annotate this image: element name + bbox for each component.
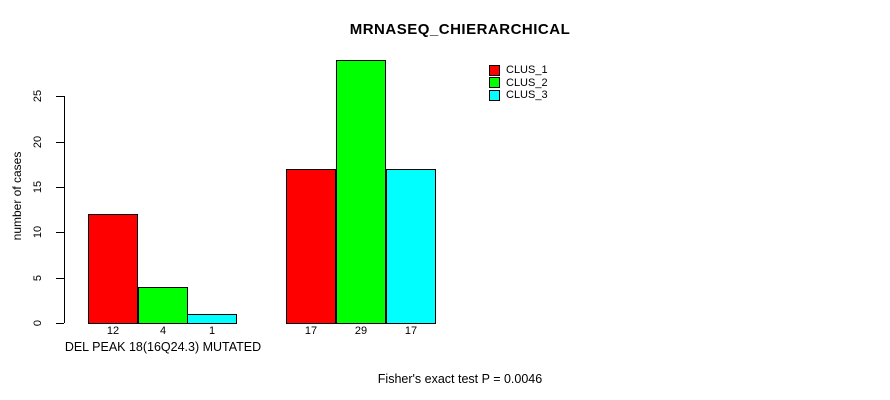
legend-row-clus_2: CLUS_2 xyxy=(489,77,548,90)
annotation-text: Fisher's exact test P = 0.0046 xyxy=(377,372,543,386)
y-axis-line xyxy=(64,96,65,323)
legend-row-clus_1: CLUS_1 xyxy=(489,64,548,77)
chart-title: MRNASEQ_CHIERARCHICAL xyxy=(349,21,571,38)
bar-clus_1-group1 xyxy=(88,214,138,324)
bar-value-label: 4 xyxy=(159,325,167,337)
y-tick-mark xyxy=(56,187,64,188)
bar-value-label: 17 xyxy=(304,325,318,337)
legend-row-clus_3: CLUS_3 xyxy=(489,89,548,102)
legend-swatch-clus_1 xyxy=(489,64,500,76)
y-tick-label: 5 xyxy=(32,274,44,282)
bar-clus_2-group1 xyxy=(138,287,188,324)
legend-swatch-clus_2 xyxy=(489,77,500,89)
y-tick-mark xyxy=(56,142,64,143)
y-tick-label: 20 xyxy=(32,135,44,149)
y-tick-label: 10 xyxy=(32,225,44,239)
bar-value-label: 29 xyxy=(354,325,368,337)
bar-value-label: 12 xyxy=(106,325,120,337)
y-tick-label: 15 xyxy=(32,180,44,194)
legend-label: CLUS_3 xyxy=(506,89,548,102)
y-tick-mark xyxy=(56,323,64,324)
bar-value-label: 1 xyxy=(208,325,216,337)
y-tick-mark xyxy=(56,278,64,279)
bar-clus_1-group2 xyxy=(286,169,336,324)
y-tick-mark xyxy=(56,232,64,233)
legend-swatch-clus_3 xyxy=(489,89,500,101)
legend: CLUS_1 CLUS_2 CLUS_3 xyxy=(489,64,548,102)
legend-label: CLUS_1 xyxy=(506,64,548,77)
y-tick-label: 25 xyxy=(32,89,44,103)
bar-clus_3-group2 xyxy=(386,169,436,324)
bar-clus_2-group2 xyxy=(336,60,386,324)
y-tick-mark xyxy=(56,96,64,97)
x-category-label: DEL PEAK 18(16Q24.3) MUTATED xyxy=(64,340,262,354)
y-axis-title: number of cases xyxy=(10,151,24,241)
bar-clus_3-group1 xyxy=(187,314,237,324)
legend-label: CLUS_2 xyxy=(506,76,548,89)
bar-value-label: 17 xyxy=(404,325,418,337)
y-tick-label: 0 xyxy=(32,319,44,327)
